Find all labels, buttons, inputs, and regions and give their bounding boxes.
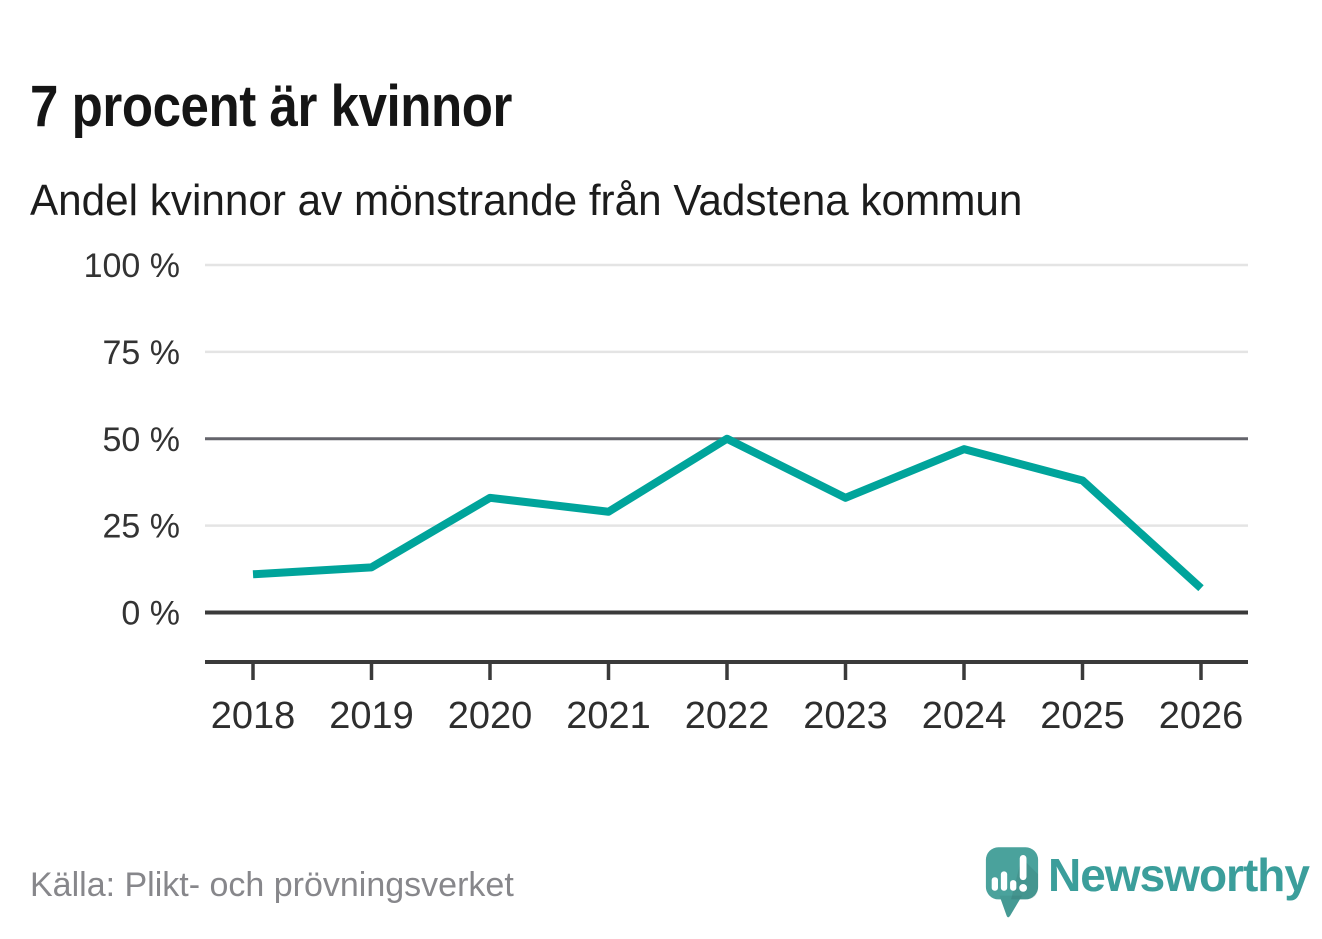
x-axis-label: 2020 [448,695,533,737]
logo-bar-1 [991,877,998,891]
x-axis-label: 2024 [922,695,1007,737]
source-text: Källa: Plikt- och prövningsverket [30,866,514,904]
y-axis-label: 0 % [121,595,180,633]
logo-exclamation-bar [1019,854,1027,881]
logo-exclamation-dot [1019,883,1027,892]
y-axis-label: 25 % [103,508,181,546]
page-title: 7 procent är kvinnor [30,73,512,139]
chart-svg: 100 % 75 % 50 % 25 % 0 % 2018 2019 2020 2021 2022… [84,247,1248,737]
x-axis-label: 2022 [685,695,770,737]
logo-bubble-tail [999,895,1023,918]
logo-bar-2 [1000,871,1008,891]
y-axis-label: 75 % [103,334,181,372]
y-axis-label: 50 % [103,421,181,459]
x-axis-label: 2026 [1159,695,1244,737]
newsworthy-wordmark: Newsworthy [1048,849,1310,901]
x-axis-label: 2019 [329,695,414,737]
logo-bar-3 [1010,880,1017,891]
x-axis-label: 2023 [803,695,888,737]
chart-subtitle: Andel kvinnor av mönstrande från Vadsten… [30,176,1023,225]
x-axis-label: 2025 [1040,695,1125,737]
x-axis-label: 2018 [211,695,296,737]
newsworthy-logo-icon [985,847,1039,918]
trend-line [252,434,1204,592]
y-axis-label: 100 % [84,247,180,285]
x-axis-label: 2021 [566,695,651,737]
